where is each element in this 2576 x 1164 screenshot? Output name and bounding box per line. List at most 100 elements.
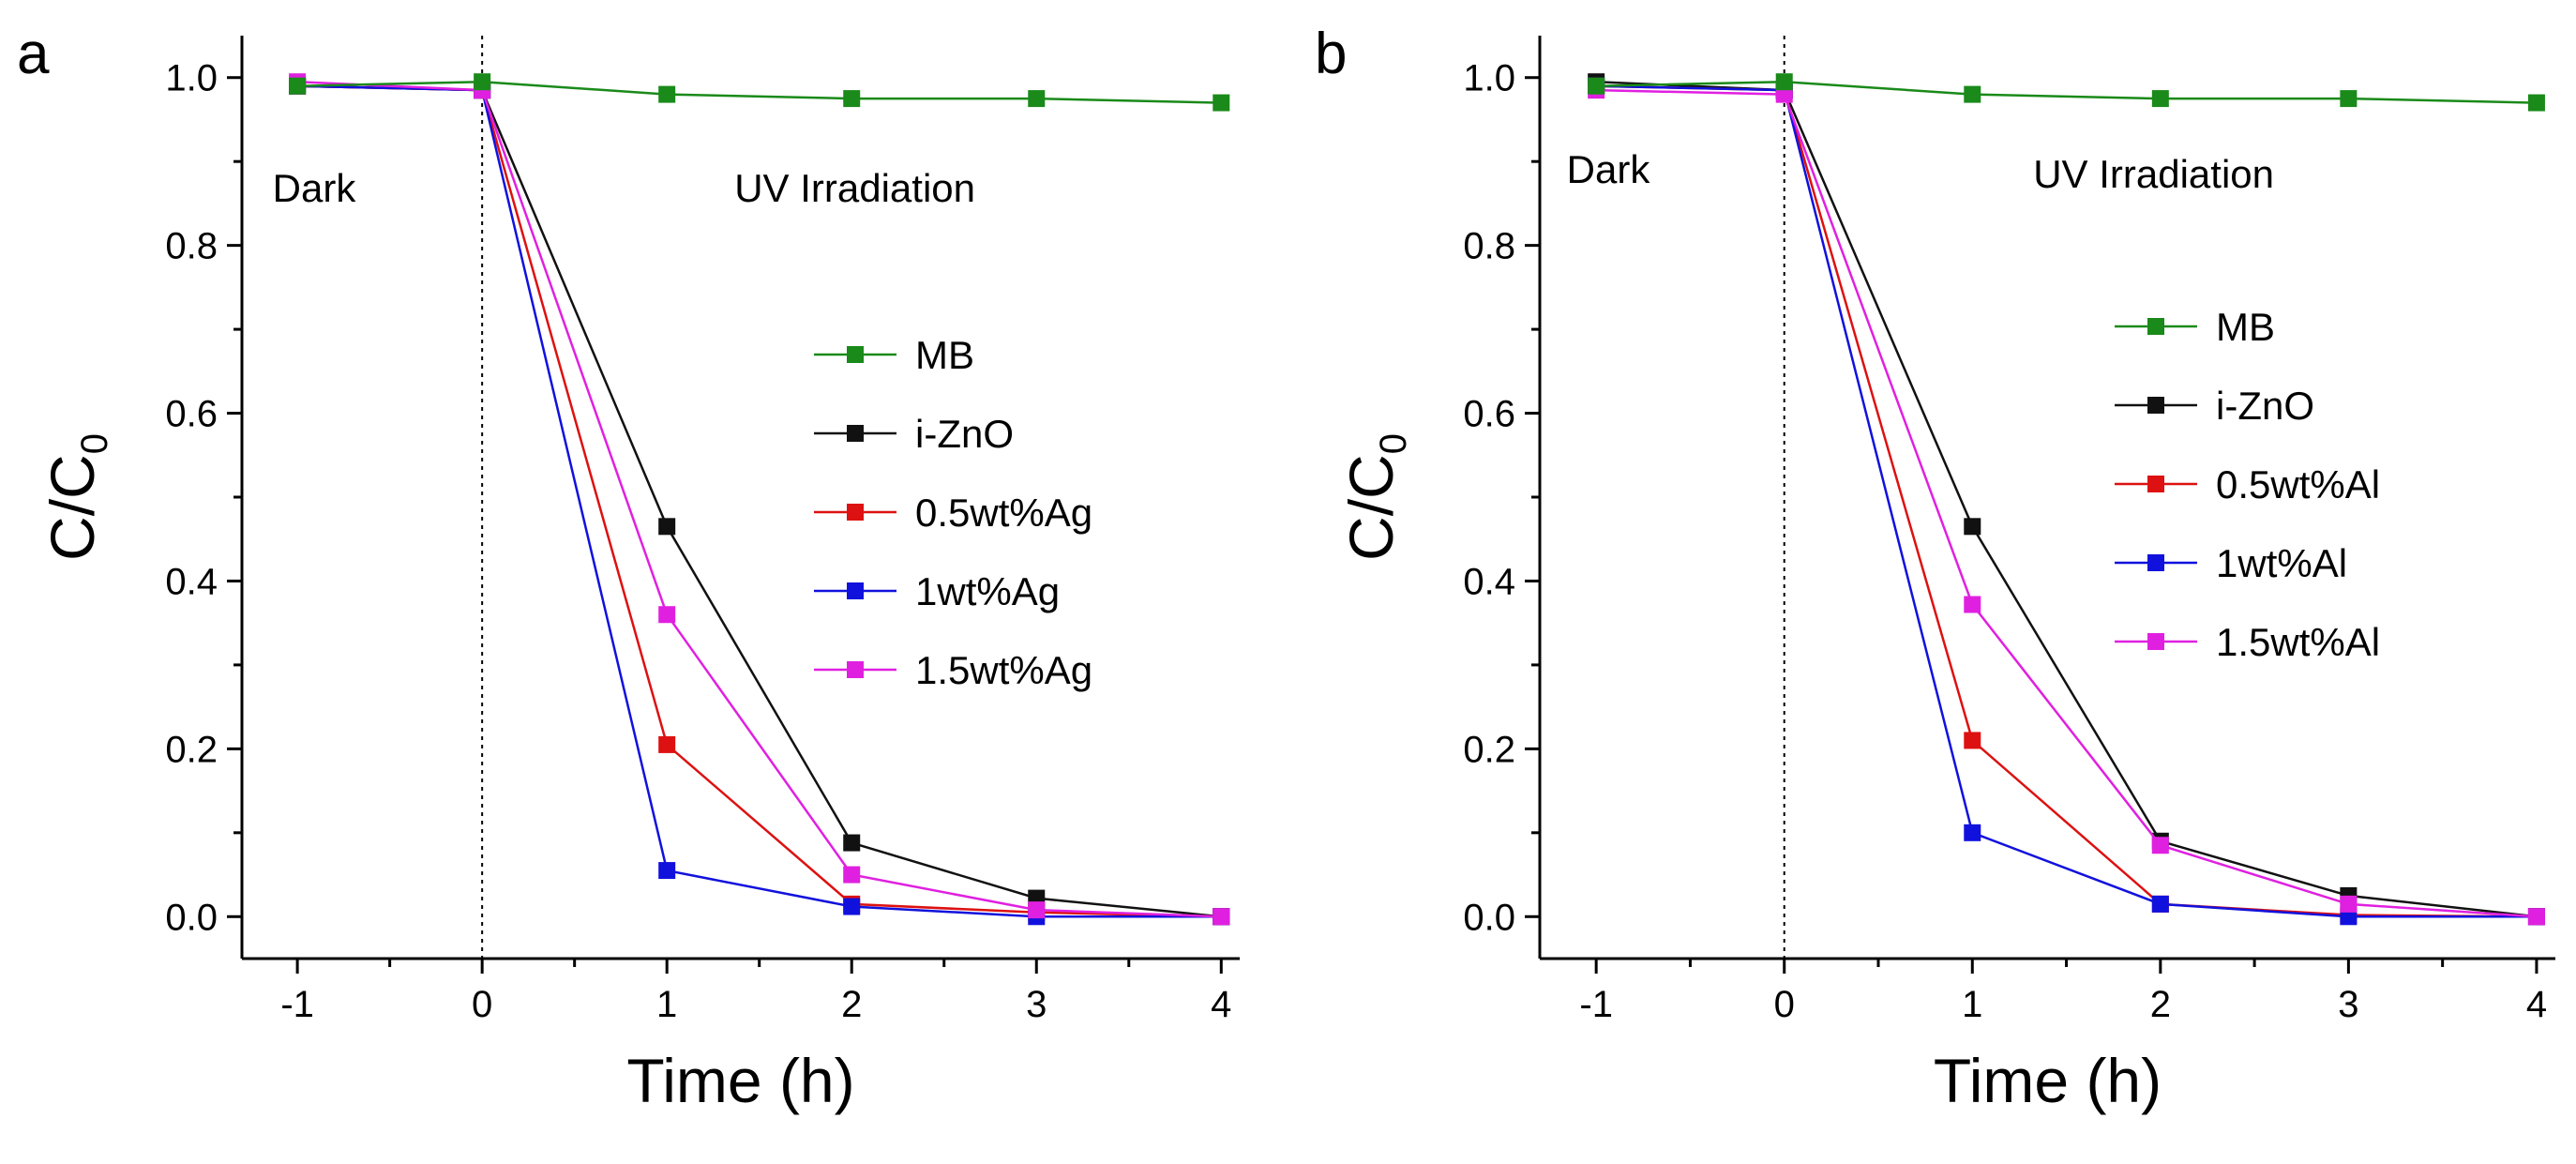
- y-tick-label: 0.4: [165, 561, 218, 602]
- series-1-5wt-al: [1588, 82, 2545, 926]
- data-point: [1964, 596, 1981, 613]
- legend-marker: [847, 661, 864, 678]
- data-point: [843, 898, 861, 915]
- x-tick-label: 1: [656, 984, 677, 1025]
- y-tick-label: 0.6: [1463, 394, 1515, 435]
- legend: MB i-ZnO 0.5wt%Ag 1wt%Ag 1.5wt%Ag: [814, 333, 1092, 692]
- annotation-dark: Dark: [273, 166, 357, 210]
- legend-label: MB: [915, 333, 974, 377]
- legend-marker: [847, 582, 864, 599]
- data-point: [843, 866, 861, 884]
- x-tick-label: 2: [2150, 984, 2171, 1025]
- panel-label: a: [17, 22, 50, 86]
- x-axis-title: Time (h): [626, 1046, 854, 1115]
- data-point: [843, 834, 861, 852]
- data-point: [658, 518, 676, 536]
- data-point: [2340, 90, 2358, 108]
- legend-entry: i-ZnO: [814, 412, 1014, 456]
- y-axis-title: C/C0: [1336, 433, 1414, 561]
- y-tick-label: 0.6: [165, 394, 218, 435]
- series-mb: [289, 73, 1230, 112]
- series-line: [1596, 80, 2538, 918]
- legend-label: 1.5wt%Al: [2216, 620, 2380, 664]
- data-point: [1964, 732, 1981, 749]
- y-tick-label: 0.8: [165, 226, 218, 267]
- data-point: [2151, 895, 2169, 913]
- data-point: [2151, 90, 2169, 108]
- series-line: [1596, 84, 2537, 918]
- legend-marker: [2147, 318, 2164, 335]
- y-tick-label: 0.0: [165, 897, 218, 938]
- data-point: [2527, 908, 2545, 926]
- panel-label: b: [1315, 22, 1347, 86]
- legend-entry: 1wt%Al: [2115, 541, 2347, 585]
- data-point: [474, 73, 491, 91]
- data-point: [1964, 518, 1981, 536]
- legend-label: 0.5wt%Ag: [915, 491, 1092, 535]
- legend-entry: 1wt%Ag: [814, 569, 1060, 613]
- y-tick-label: 0.8: [1463, 226, 1515, 267]
- legend-entry: MB: [814, 333, 974, 377]
- legend-entry: MB: [2115, 305, 2275, 349]
- y-tick-label: 0.4: [1463, 561, 1515, 602]
- data-point: [1775, 73, 1793, 91]
- series-line: [1596, 80, 2537, 104]
- x-tick-label: 1: [1962, 984, 1982, 1025]
- x-tick-label: 0: [1774, 984, 1795, 1025]
- series-line: [297, 80, 1222, 104]
- chart-panel-b: b -1 0 1 2 3 4 0.0 0.2 0.4 0.6 0.8 1.0 Time (h) C/C0 Da…: [1315, 22, 2555, 1115]
- x-tick-label: 4: [1211, 984, 1231, 1025]
- data-point: [1213, 908, 1230, 926]
- legend-label: MB: [2216, 305, 2275, 349]
- series-1wt-al: [1588, 77, 2545, 926]
- legend-label: 1.5wt%Ag: [915, 648, 1092, 692]
- data-point: [658, 85, 676, 103]
- chart-panel-a: a -1 0 1 2 3 4 0.0 0.2 0.4 0.6 0.8 1.0 Time (h) C/C0 Da…: [17, 22, 1240, 1115]
- data-point: [1213, 94, 1230, 112]
- x-tick-label: 2: [841, 984, 862, 1025]
- data-point: [658, 606, 676, 624]
- legend-marker: [847, 425, 864, 442]
- legend: MB i-ZnO 0.5wt%Al 1wt%Al 1.5wt%Al: [2115, 305, 2380, 664]
- x-tick-label: 0: [472, 984, 492, 1025]
- data-point: [1028, 901, 1046, 919]
- data-point: [2340, 895, 2358, 913]
- x-tick-label: -1: [1579, 984, 1613, 1025]
- y-tick-label: 0.2: [165, 729, 218, 770]
- data-point: [2527, 94, 2545, 112]
- legend-marker: [2147, 476, 2164, 492]
- series-i-zno: [1588, 73, 2545, 926]
- annotation-uv-irradiation: UV Irradiation: [2033, 152, 2274, 196]
- data-point: [289, 77, 307, 95]
- legend-entry: 0.5wt%Ag: [814, 491, 1092, 535]
- y-tick-label: 0.2: [1463, 729, 1515, 770]
- data-point: [658, 735, 676, 753]
- data-point: [1964, 85, 1981, 103]
- data-point: [843, 90, 861, 108]
- series-mb: [1588, 73, 2545, 112]
- legend-entry: i-ZnO: [2115, 384, 2314, 428]
- legend-marker: [847, 346, 864, 363]
- x-tick-label: -1: [280, 984, 314, 1025]
- annotation-uv-irradiation: UV Irradiation: [734, 166, 975, 210]
- legend-marker: [847, 504, 864, 521]
- legend-label: 1wt%Ag: [915, 569, 1060, 613]
- legend-label: i-ZnO: [2216, 384, 2314, 428]
- legend-label: i-ZnO: [915, 412, 1014, 456]
- series-line: [1596, 84, 2537, 918]
- y-tick-label: 1.0: [1463, 58, 1515, 99]
- y-tick-label: 0.0: [1463, 897, 1515, 938]
- data-point: [1028, 90, 1046, 108]
- series-line: [297, 80, 1222, 918]
- y-axis-title: C/C0: [38, 433, 115, 561]
- y-tick-label: 1.0: [165, 58, 218, 99]
- legend-marker: [2147, 554, 2164, 571]
- x-tick-label: 4: [2526, 984, 2547, 1025]
- legend-entry: 0.5wt%Al: [2115, 462, 2380, 506]
- series-line: [1596, 88, 2537, 918]
- x-tick-label: 3: [1026, 984, 1047, 1025]
- legend-label: 1wt%Al: [2216, 541, 2347, 585]
- legend-label: 0.5wt%Al: [2216, 462, 2380, 506]
- data-point: [1964, 824, 1981, 841]
